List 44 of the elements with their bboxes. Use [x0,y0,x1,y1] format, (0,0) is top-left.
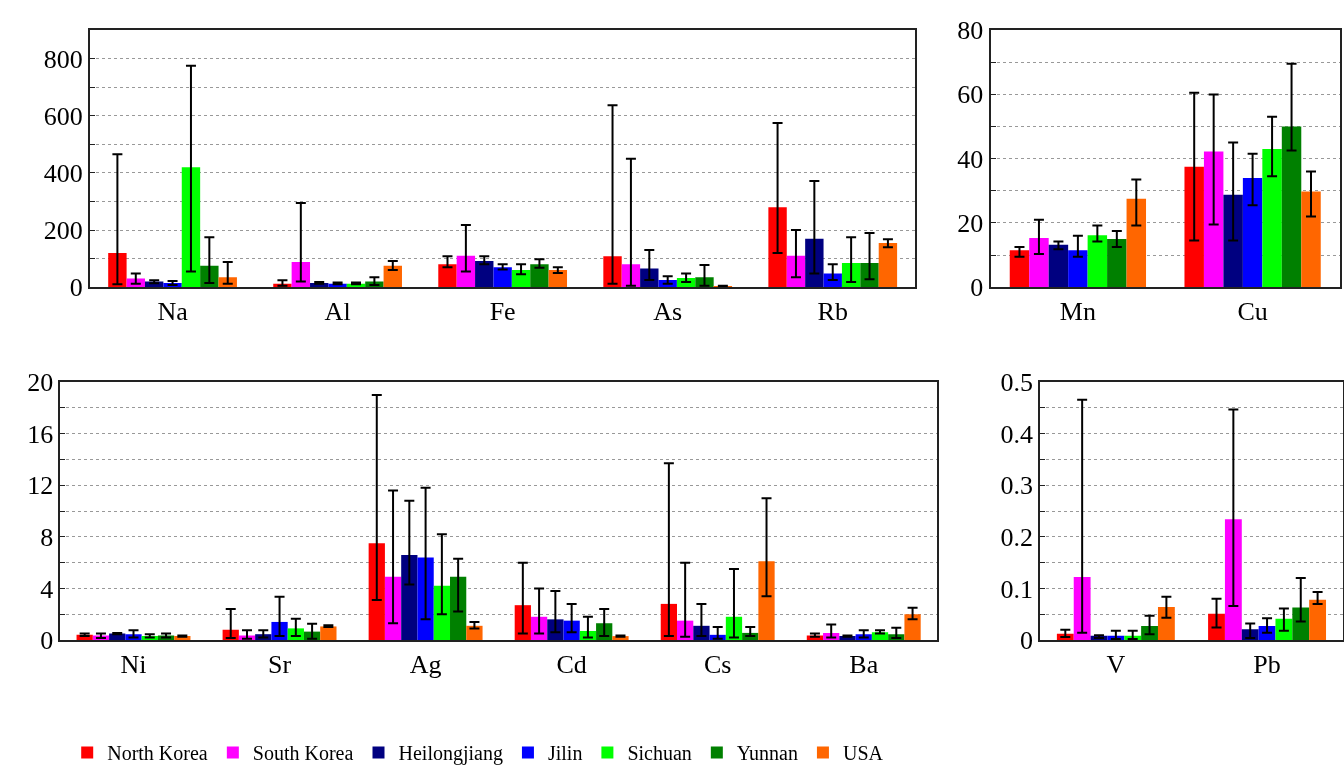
y-tick-label: 0.5 [1000,368,1034,398]
x-tick-label: Al [324,297,351,327]
legend-label: Heilongjiang [398,742,503,766]
legend-label: USA [842,742,884,765]
x-tick-label: Ba [849,650,879,680]
x-tick-label: Na [157,297,189,327]
y-tick-label: 0.1 [1000,574,1034,604]
y-tick-label: 16 [27,419,54,449]
y-tick-label: 0 [970,273,984,303]
legend-label: North Korea [107,742,208,765]
x-tick-label: Fe [489,297,516,327]
x-tick-label: Cs [703,650,732,680]
legend-label: South Korea [252,742,354,765]
y-tick-label: 80 [957,16,984,46]
x-tick-label: Sr [267,650,292,680]
y-tick-label: 400 [43,159,83,189]
y-tick-label: 800 [43,44,83,74]
x-tick-label: Pb [1253,650,1281,680]
x-tick-label: Cd [556,650,587,680]
y-tick-label: 8 [40,522,54,552]
y-tick-label: 40 [957,144,984,174]
y-tick-label: 60 [957,80,984,110]
y-tick-label: 200 [43,216,83,246]
x-tick-label: V [1106,650,1126,680]
y-tick-label: 20 [957,209,984,239]
y-tick-label: 0 [69,273,83,303]
y-tick-label: 20 [27,368,54,398]
legend-label: Jilin [547,742,583,765]
y-tick-label: 0.4 [1000,419,1034,449]
y-tick-label: 0 [1020,626,1034,656]
y-tick-label: 600 [43,101,83,131]
legend-label: Sichuan [627,742,692,765]
y-tick-label: 0 [40,626,54,656]
legend-label: Yunnan [736,742,798,765]
y-tick-label: 0.3 [1000,471,1034,501]
y-tick-label: 12 [27,471,54,501]
y-tick-label: 0.2 [1000,522,1034,552]
x-tick-label: Cu [1237,297,1268,327]
x-tick-label: Rb [817,297,848,327]
x-tick-label: Ag [409,650,442,680]
x-tick-label: Mn [1059,297,1096,327]
x-tick-label: As [653,297,683,327]
x-tick-label: Ni [120,650,147,680]
y-tick-label: 4 [40,574,54,604]
